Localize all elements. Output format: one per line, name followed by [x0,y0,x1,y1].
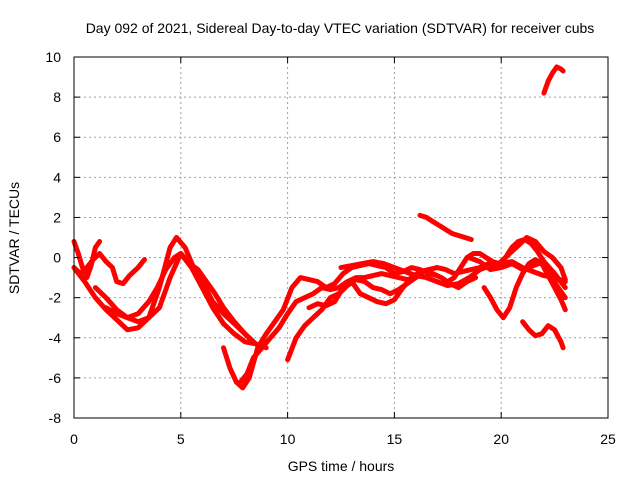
y-tick-label: 6 [53,129,61,145]
series-line-15 [498,235,568,283]
series-line-13 [466,255,568,291]
y-tick-label: -4 [49,330,62,346]
plot-frame [73,56,609,419]
series-line-4 [92,251,259,347]
series-line-17 [541,64,566,96]
x-tick-label: 10 [280,431,296,447]
y-tick-label: -8 [49,410,62,426]
grid [74,57,608,418]
x-tick-label: 0 [70,431,78,447]
series-layer [71,64,568,391]
y-tick-label: -2 [49,290,62,306]
y-tick-label: 0 [53,250,61,266]
x-tick-label: 5 [177,431,185,447]
x-axis-label: GPS time / hours [288,458,395,474]
series-line-7 [238,271,419,385]
chart-title: Day 092 of 2021, Sidereal Day-to-day VTE… [86,20,595,36]
y-tick-label: -6 [49,370,62,386]
y-axis-label: SDTVAR / TECUs [6,182,22,294]
y-tick-label: 10 [45,49,61,65]
series-line-14 [481,257,568,321]
x-tick-label: 20 [493,431,509,447]
series-line-8 [285,269,479,363]
y-tick-label: 4 [53,169,61,185]
series-line-16 [520,319,566,351]
x-tick-label: 15 [387,431,403,447]
y-tick-label: 8 [53,89,61,105]
series-line-11 [417,212,474,242]
x-tick-label: 25 [600,431,616,447]
x-axis: 0 5 10 15 20 25 [70,57,616,447]
series-line-1 [71,239,103,281]
series-line-2 [71,251,147,287]
y-tick-label: 2 [53,209,61,225]
y-axis: -8 -6 -4 -2 0 2 4 6 8 10 [45,49,608,426]
series-line-5 [103,251,254,343]
